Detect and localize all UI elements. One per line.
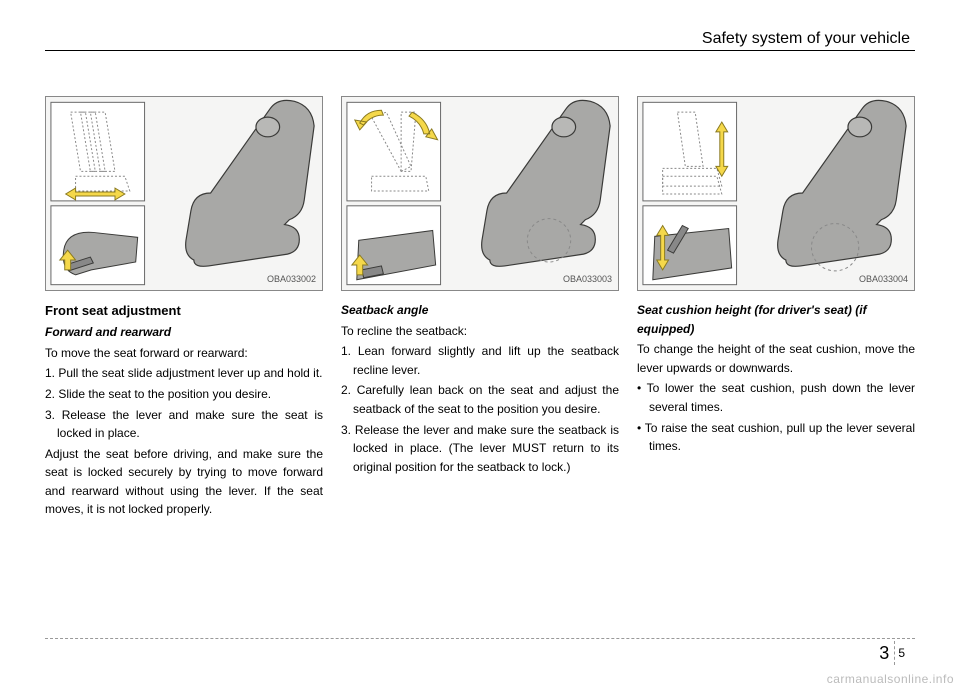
col3-item: • To raise the seat cushion, pull up the… xyxy=(637,419,915,456)
col2-item: 3. Release the lever and make sure the s… xyxy=(341,421,619,477)
figure-caption: OBA033002 xyxy=(267,273,316,287)
col1-heading: Front seat adjustment xyxy=(45,301,323,321)
footer-rule xyxy=(45,638,915,639)
col3-intro: To change the height of the seat cushion… xyxy=(637,340,915,377)
figure-caption: OBA033004 xyxy=(859,273,908,287)
chapter-number: 3 xyxy=(879,643,889,664)
page-header-title: Safety system of your vehicle xyxy=(702,30,910,48)
col2-subheading: Seatback angle xyxy=(341,301,619,320)
col3-subheading: Seat cushion height (for driver's seat) … xyxy=(637,301,915,338)
col2-item: 1. Lean forward slightly and lift up the… xyxy=(341,342,619,379)
col1-item: 1. Pull the seat slide adjustment lever … xyxy=(45,364,323,383)
column-2: OBA033003 Seatback angle To recline the … xyxy=(341,96,619,521)
col1-item: 3. Release the lever and make sure the s… xyxy=(45,406,323,443)
column-3: OBA033004 Seat cushion height (for drive… xyxy=(637,96,915,521)
page-number: 3 5 xyxy=(879,641,905,665)
page-in-chapter: 5 xyxy=(898,646,905,660)
col1-intro: To move the seat forward or rearward: xyxy=(45,344,323,363)
col2-item: 2. Carefully lean back on the seat and a… xyxy=(341,381,619,418)
figure-seat-height: OBA033004 xyxy=(637,96,915,291)
col1-outro: Adjust the seat before driving, and make… xyxy=(45,445,323,519)
col1-subheading: Forward and rearward xyxy=(45,323,323,342)
figure-seat-slide: OBA033002 xyxy=(45,96,323,291)
column-1: OBA033002 Front seat adjustment Forward … xyxy=(45,96,323,521)
col2-intro: To recline the seatback: xyxy=(341,322,619,341)
watermark: carmanualsonline.info xyxy=(827,672,954,686)
col1-item: 2. Slide the seat to the position you de… xyxy=(45,385,323,404)
page-divider xyxy=(894,641,895,665)
figure-caption: OBA033003 xyxy=(563,273,612,287)
col3-item: • To lower the seat cushion, push down t… xyxy=(637,379,915,416)
figure-seat-recline: OBA033003 xyxy=(341,96,619,291)
header-rule xyxy=(45,50,915,51)
